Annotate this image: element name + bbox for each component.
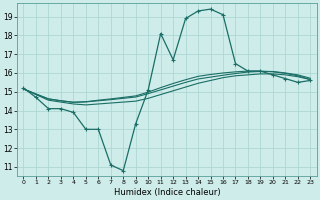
X-axis label: Humidex (Indice chaleur): Humidex (Indice chaleur) bbox=[114, 188, 220, 197]
